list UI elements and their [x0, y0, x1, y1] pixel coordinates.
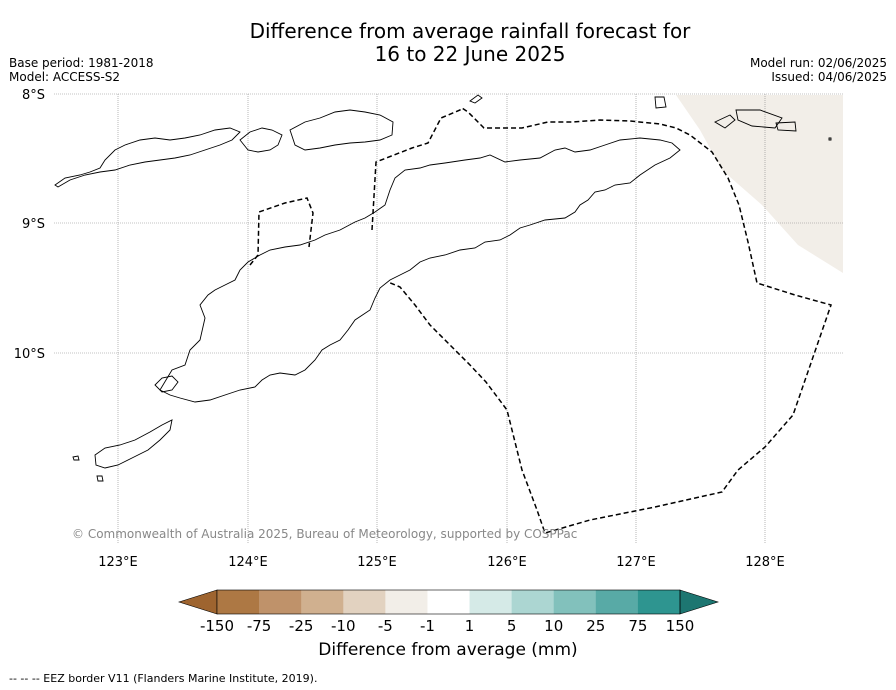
title-line-1: Difference from average rainfall forecas…	[249, 19, 691, 43]
savu-islet-coastline	[154, 375, 179, 393]
small-islet-1	[96, 475, 104, 482]
colorbar-tick-label: 150	[666, 617, 695, 635]
title-line-2: 16 to 22 June 2025	[374, 42, 566, 66]
colorbar-tick-label: -25	[289, 617, 314, 635]
lon-label-125e: 125°E	[357, 555, 397, 570]
base-period-text: Base period: 1981-2018	[9, 56, 154, 70]
lat-label-8s: 8°S	[22, 88, 45, 103]
copyright-text: © Commonwealth of Australia 2025, Bureau…	[72, 527, 578, 541]
colorbar-extend-low	[178, 589, 218, 615]
colorbar-border	[216, 589, 681, 615]
lat-labels: 8°S 9°S 10°S	[14, 88, 45, 362]
wetar-island-coastline	[239, 127, 283, 153]
small-islet-3	[714, 114, 736, 129]
small-islet-2	[654, 96, 667, 109]
lon-label-128e: 128°E	[745, 555, 785, 570]
lon-label-124e: 124°E	[228, 555, 268, 570]
colorbar-tick-label: -75	[247, 617, 272, 635]
roti-islet-coastline	[72, 455, 80, 461]
colorbar	[178, 589, 719, 615]
colorbar-segment	[511, 590, 555, 614]
lon-label-126e: 126°E	[487, 555, 527, 570]
timor-island-coastline	[159, 137, 681, 403]
colorbar-tick-labels: -150 -75 -25 -10 -5 -1 1 5 10 25 75 150	[200, 617, 694, 635]
forecast-shaded-region	[676, 95, 843, 273]
footer-text: -- -- -- EEZ border V11 (Flanders Marine…	[9, 672, 318, 685]
colorbar-segment	[637, 590, 681, 614]
colorbar-segment	[259, 590, 302, 614]
colorbar-tick-label: 1	[465, 617, 475, 635]
colorbar-tick-label: 75	[628, 617, 647, 635]
lon-label-127e: 127°E	[616, 555, 656, 570]
colorbar-label: Difference from average (mm)	[318, 640, 578, 660]
small-islet-4	[735, 109, 783, 129]
lat-label-9s: 9°S	[22, 217, 45, 232]
eez-border-main	[249, 107, 832, 534]
eez-border	[249, 107, 832, 534]
colorbar-segment	[343, 590, 386, 614]
coastlines	[54, 94, 832, 482]
sumba-islet-coastline	[94, 419, 173, 469]
chart-title: Difference from average rainfall forecas…	[0, 20, 896, 66]
colorbar-segment	[385, 590, 428, 614]
colorbar-segment	[427, 590, 470, 614]
small-islet-5	[775, 121, 797, 132]
colorbar-extend-high	[679, 589, 719, 615]
colorbar-tick-label: -150	[200, 617, 234, 635]
meta-left: Base period: 1981-2018 Model: ACCESS-S2	[9, 56, 154, 84]
colorbar-tick-label: 10	[544, 617, 563, 635]
model-run-text: Model run: 02/06/2025	[749, 56, 887, 70]
lon-labels: 123°E 124°E 125°E 126°E 127°E 128°E	[98, 555, 785, 570]
colorbar-segment	[469, 590, 512, 614]
colorbar-segment	[217, 590, 260, 614]
colorbar-tick-label: -10	[331, 617, 356, 635]
colorbar-tick-label: 25	[586, 617, 605, 635]
issued-text: Issued: 04/06/2025	[771, 70, 887, 84]
alor-coastline	[289, 109, 394, 151]
flores-coastline	[54, 127, 241, 188]
colorbar-segment	[301, 590, 344, 614]
meta-right: Model run: 02/06/2025 Issued: 04/06/2025	[750, 56, 887, 84]
model-text: Model: ACCESS-S2	[9, 70, 121, 84]
colorbar-segment	[553, 590, 597, 614]
colorbar-segment	[595, 590, 639, 614]
colorbar-tick-label: -1	[420, 617, 435, 635]
colorbar-tick-label: -5	[378, 617, 393, 635]
lon-label-123e: 123°E	[98, 555, 138, 570]
lat-label-10s: 10°S	[14, 347, 45, 362]
small-islet-6	[469, 94, 483, 104]
colorbar-tick-label: 5	[507, 617, 517, 635]
small-islet-7	[828, 137, 832, 141]
